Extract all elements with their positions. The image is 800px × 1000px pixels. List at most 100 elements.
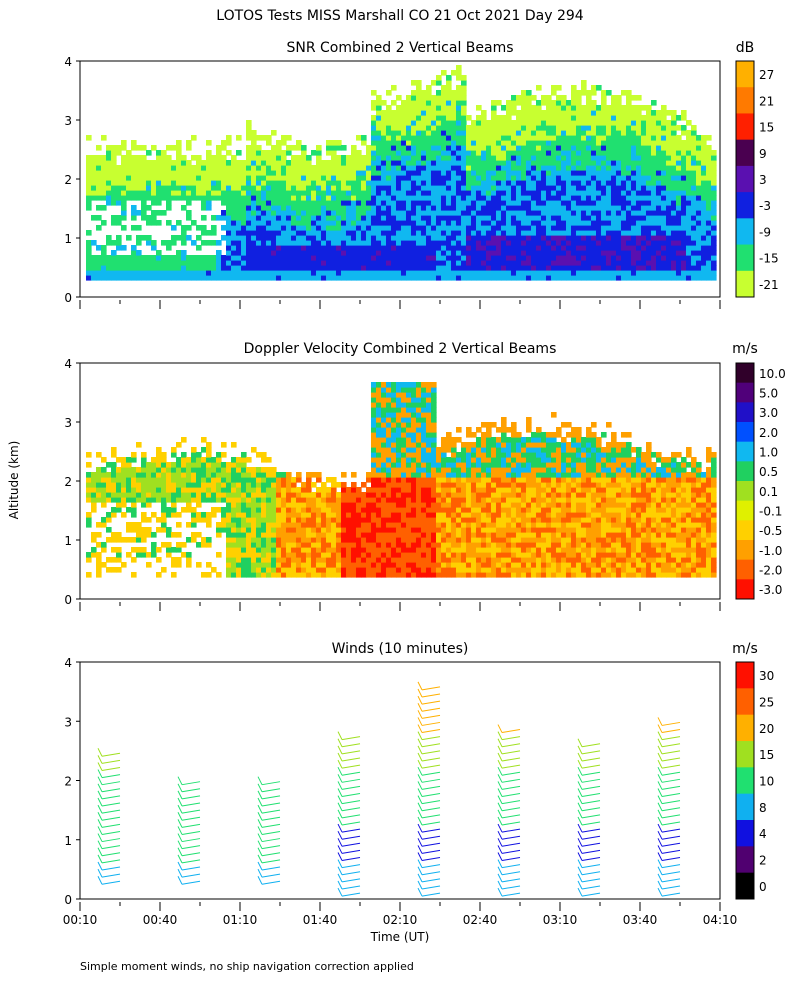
heatmap-cell <box>571 260 577 266</box>
heatmap-cell <box>316 532 322 538</box>
heatmap-cell <box>406 135 412 141</box>
heatmap-cell <box>706 210 712 216</box>
heatmap-cell <box>291 215 297 221</box>
heatmap-cell <box>711 150 717 156</box>
heatmap-cell <box>526 115 532 121</box>
heatmap-cell <box>331 270 337 276</box>
heatmap-cell <box>371 155 377 161</box>
heatmap-cell <box>126 265 132 271</box>
heatmap-cell <box>516 235 522 241</box>
heatmap-cell <box>496 210 502 216</box>
heatmap-cell <box>306 532 312 538</box>
heatmap-cell <box>381 457 387 463</box>
heatmap-cell <box>186 492 192 498</box>
heatmap-cell <box>671 145 677 151</box>
heatmap-cell <box>566 110 572 116</box>
heatmap-cell <box>131 170 137 176</box>
heatmap-cell <box>266 255 272 261</box>
heatmap-cell <box>556 95 562 101</box>
heatmap-cell <box>116 170 122 176</box>
heatmap-cell <box>156 452 162 458</box>
heatmap-cell <box>386 165 392 171</box>
heatmap-cell <box>311 200 317 206</box>
heatmap-cell <box>691 225 697 231</box>
heatmap-cell <box>646 120 652 126</box>
heatmap-cell <box>606 175 612 181</box>
heatmap-cell <box>121 467 127 473</box>
heatmap-cell <box>566 105 572 111</box>
heatmap-cell <box>276 542 282 548</box>
heatmap-cell <box>266 567 272 573</box>
heatmap-cell <box>391 265 397 271</box>
heatmap-cell <box>666 190 672 196</box>
heatmap-cell <box>511 165 517 171</box>
heatmap-cell <box>336 200 342 206</box>
heatmap-cell <box>306 487 312 493</box>
heatmap-cell <box>391 120 397 126</box>
heatmap-cell <box>696 230 702 236</box>
heatmap-cell <box>471 220 477 226</box>
heatmap-cell <box>626 225 632 231</box>
heatmap-cell <box>186 487 192 493</box>
heatmap-cell <box>351 567 357 573</box>
heatmap-cell <box>346 552 352 558</box>
heatmap-cell <box>426 175 432 181</box>
heatmap-cell <box>306 205 312 211</box>
heatmap-cell <box>436 120 442 126</box>
heatmap-cell <box>156 457 162 463</box>
heatmap-cell <box>211 477 217 483</box>
heatmap-cell <box>536 145 542 151</box>
heatmap-cell <box>86 205 92 211</box>
heatmap-cell <box>321 240 327 246</box>
heatmap-cell <box>561 195 567 201</box>
heatmap-cell <box>151 160 157 166</box>
heatmap-cell <box>496 235 502 241</box>
heatmap-cell <box>571 185 577 191</box>
heatmap-cell <box>686 165 692 171</box>
heatmap-cell <box>96 275 102 281</box>
heatmap-cell <box>206 522 212 528</box>
heatmap-cell <box>211 255 217 261</box>
heatmap-cell <box>186 562 192 568</box>
heatmap-cell <box>201 240 207 246</box>
heatmap-cell <box>321 170 327 176</box>
heatmap-cell <box>426 260 432 266</box>
heatmap-cell <box>506 180 512 186</box>
heatmap-cell <box>306 265 312 271</box>
heatmap-cell <box>451 130 457 136</box>
heatmap-cell <box>226 532 232 538</box>
heatmap-cell <box>666 210 672 216</box>
heatmap-cell <box>301 240 307 246</box>
heatmap-cell <box>306 542 312 548</box>
heatmap-cell <box>331 527 337 533</box>
heatmap-cell <box>236 265 242 271</box>
heatmap-cell <box>331 532 337 538</box>
heatmap-cell <box>566 210 572 216</box>
heatmap-cell <box>526 270 532 276</box>
heatmap-cell <box>296 175 302 181</box>
heatmap-cell <box>136 275 142 281</box>
heatmap-cell <box>441 165 447 171</box>
heatmap-cell <box>411 205 417 211</box>
heatmap-cell <box>676 125 682 131</box>
heatmap-cell <box>116 477 122 483</box>
heatmap-cell <box>646 265 652 271</box>
heatmap-cell <box>321 180 327 186</box>
heatmap-cell <box>461 250 467 256</box>
heatmap-cell <box>646 235 652 241</box>
heatmap-cell <box>381 120 387 126</box>
heatmap-cell <box>571 140 577 146</box>
heatmap-cell <box>486 275 492 281</box>
heatmap-cell <box>631 230 637 236</box>
heatmap-cell <box>436 275 442 281</box>
heatmap-cell <box>641 210 647 216</box>
heatmap-cell <box>371 432 377 438</box>
heatmap-cell <box>686 210 692 216</box>
heatmap-cell <box>406 170 412 176</box>
heatmap-cell <box>251 270 257 276</box>
heatmap-cell <box>291 180 297 186</box>
heatmap-cell <box>531 180 537 186</box>
heatmap-cell <box>436 260 442 266</box>
heatmap-cell <box>431 255 437 261</box>
heatmap-cell <box>301 195 307 201</box>
